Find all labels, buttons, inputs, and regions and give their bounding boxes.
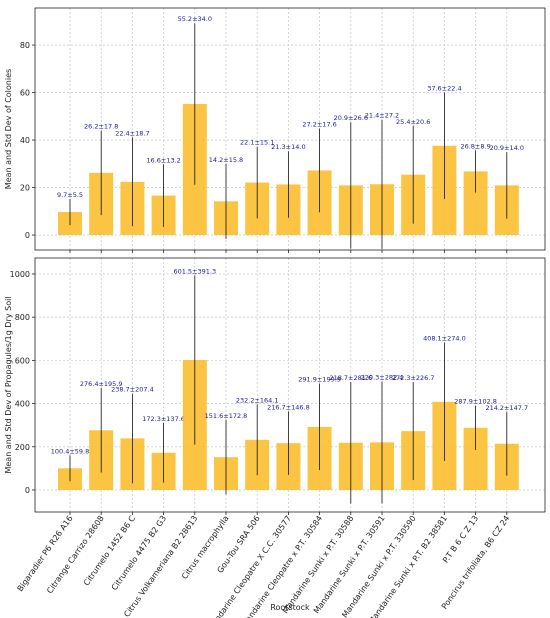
- value-label: 16.6±13.2: [146, 156, 180, 164]
- y-tick-label: 40: [20, 136, 30, 145]
- y-tick-label: 0: [25, 231, 30, 240]
- value-label: 218.7±281.6: [329, 374, 372, 382]
- value-label: 20.9±14.0: [490, 144, 524, 152]
- y-tick-label: 80: [20, 41, 30, 50]
- value-label: 151.6±172.8: [205, 412, 248, 420]
- axes-frame: [34, 257, 546, 513]
- y-tick-label: 20: [20, 184, 30, 193]
- value-label: 26.2±17.8: [84, 123, 118, 131]
- value-label: 21.4±27.2: [365, 112, 399, 120]
- x-axis-label: Rootstock: [270, 603, 310, 612]
- value-label: 9.7±5.5: [57, 191, 83, 199]
- value-label: 216.7±146.8: [267, 403, 310, 411]
- value-label: 172.3±137.6: [142, 415, 185, 423]
- y-tick-label: 60: [20, 89, 30, 98]
- value-label: 100.4±59.8: [51, 447, 90, 455]
- value-label: 27.2±17.6: [302, 121, 336, 129]
- value-label: 272.3±226.7: [392, 374, 435, 382]
- y-tick-label: 600: [15, 356, 30, 365]
- y-tick-label: 1000: [10, 270, 30, 279]
- y-tick-label: 0: [25, 486, 30, 495]
- value-label: 232.2±164.1: [236, 396, 279, 404]
- value-label: 287.9±102.8: [454, 398, 497, 406]
- y-tick-label: 400: [15, 400, 30, 409]
- value-label: 21.3±14.0: [271, 143, 305, 151]
- value-label: 601.5±391.3: [173, 268, 216, 276]
- value-label: 20.9±26.6: [334, 114, 368, 122]
- y-tick-label: 800: [15, 313, 30, 322]
- value-label: 408.1±274.0: [423, 335, 466, 343]
- value-label: 276.4±195.9: [80, 380, 123, 388]
- value-label: 55.2±34.0: [178, 15, 212, 23]
- value-label: 14.2±15.8: [209, 156, 243, 164]
- y-tick-label: 200: [15, 443, 30, 452]
- value-label: 220.3±282.4: [361, 373, 404, 381]
- value-label: 26.8±8.9: [460, 142, 490, 150]
- value-label: 291.9±199.9: [298, 376, 341, 384]
- value-label: 214.2±147.7: [485, 404, 528, 412]
- value-label: 22.1±15.1: [240, 139, 274, 147]
- value-label: 22.4±18.7: [115, 129, 149, 137]
- value-label: 25.4±20.6: [396, 118, 430, 126]
- y-axis-label: Mean and Std Dev of Colonies: [4, 69, 13, 189]
- value-label: 37.6±22.4: [427, 85, 461, 93]
- value-label: 238.7±207.4: [111, 386, 154, 394]
- y-axis-label: Mean and Std Dev of Propagules/1g Dry So…: [4, 296, 13, 473]
- axes-frame: [34, 7, 546, 251]
